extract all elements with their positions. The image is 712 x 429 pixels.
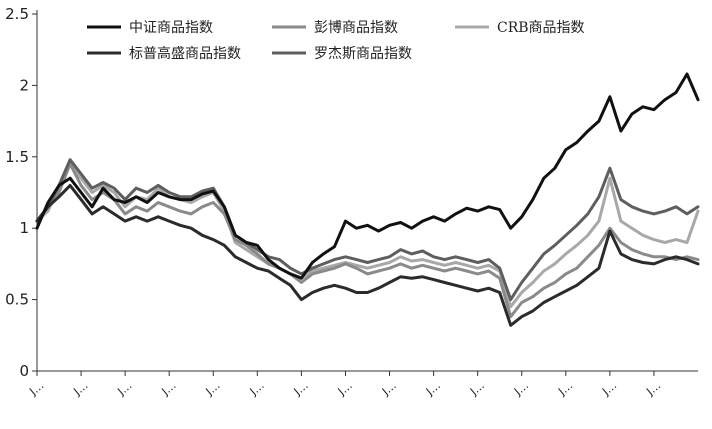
y-tick-label: 0 <box>19 362 29 380</box>
legend-label: 标普高盛商品指数 <box>129 45 241 62</box>
x-tick-label: J… <box>247 379 267 399</box>
y-tick-label: 0.5 <box>5 291 29 309</box>
x-tick-label: J… <box>26 379 46 399</box>
x-tick-label: J… <box>70 379 90 399</box>
x-tick-label: J… <box>643 379 663 399</box>
legend-label: 彭博商品指数 <box>314 19 398 36</box>
y-tick-label: 2.5 <box>5 5 29 23</box>
legend-label: 罗杰斯商品指数 <box>314 46 412 62</box>
y-tick-label: 1.5 <box>5 148 29 166</box>
legend-item: 罗杰斯商品指数 <box>272 46 412 62</box>
y-tick-label: 2 <box>19 76 29 94</box>
y-tick-label: 1 <box>19 219 29 237</box>
series-line-4 <box>35 158 700 302</box>
x-tick-label: J… <box>555 379 575 399</box>
series-lines <box>35 72 700 327</box>
x-tick-label: J… <box>423 379 443 399</box>
legend-item: 中证商品指数 <box>87 20 213 36</box>
series-line-0 <box>35 72 700 280</box>
series-line-3 <box>35 183 700 327</box>
x-tick-label: J… <box>379 379 399 399</box>
legend-item: CRB商品指数 <box>455 20 585 36</box>
legend-item: 彭博商品指数 <box>272 19 398 36</box>
x-tick-label: J… <box>114 379 134 399</box>
x-tick-label: J… <box>467 379 487 399</box>
x-tick-label: J… <box>203 379 223 399</box>
x-tick-label: J… <box>335 379 355 399</box>
x-tick-label: J… <box>511 379 531 399</box>
legend-label: 中证商品指数 <box>129 20 213 36</box>
legend-item: 标普高盛商品指数 <box>87 45 241 62</box>
x-tick-label: J… <box>291 379 311 399</box>
x-tick-label: J… <box>599 379 619 399</box>
series-line-1 <box>35 162 700 319</box>
legend-label: CRB商品指数 <box>497 20 585 36</box>
x-tick-label: J… <box>159 379 179 399</box>
series-line-2 <box>35 162 700 309</box>
